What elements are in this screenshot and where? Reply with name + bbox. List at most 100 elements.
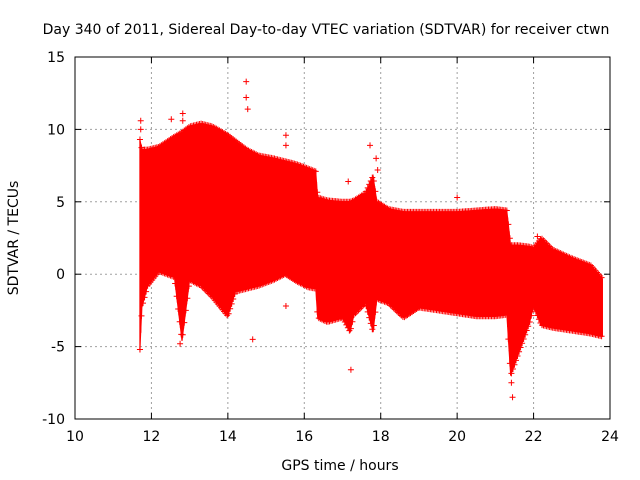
data-point (531, 304, 538, 311)
data-point (181, 319, 188, 326)
data-point (520, 335, 527, 342)
axes-box (74, 56, 611, 420)
outlier-point (374, 166, 381, 173)
data-point (512, 357, 519, 364)
outlier-point (179, 110, 186, 117)
data-point (516, 348, 523, 355)
data-point (312, 285, 319, 292)
y-tick-label: 5 (56, 195, 65, 211)
data-point (363, 188, 370, 195)
data-point (141, 294, 148, 301)
data-point (228, 300, 235, 307)
data-point (522, 331, 529, 338)
data-point (227, 305, 234, 312)
data-point (173, 293, 180, 300)
data-point (364, 308, 371, 315)
data-point (505, 336, 512, 343)
data-point (363, 303, 370, 310)
data-point (370, 177, 377, 184)
plot-frame (74, 56, 611, 420)
outlier-point (345, 178, 352, 185)
x-tick-label: 12 (143, 429, 161, 445)
data-point (506, 235, 513, 242)
data-point (175, 305, 182, 312)
outlier-point (243, 78, 250, 85)
data-point (314, 308, 321, 315)
plot-area (136, 78, 605, 401)
data-point (525, 323, 532, 330)
outlier-point (136, 346, 143, 353)
data-point (184, 295, 191, 302)
data-point (138, 312, 145, 319)
data-point (366, 314, 373, 321)
y-tick-label: 10 (47, 122, 65, 138)
data-point (185, 283, 192, 290)
data-point (372, 188, 379, 195)
data-point (519, 340, 526, 347)
data-point (505, 221, 512, 228)
x-tick-label: 18 (372, 429, 390, 445)
data-point (506, 360, 513, 367)
outlier-point (282, 303, 289, 310)
outlier-point (509, 394, 516, 401)
x-tick-label: 16 (295, 429, 313, 445)
y-axis-label: SDTVAR / TECUs (6, 181, 22, 296)
outlier-point (508, 379, 515, 386)
x-tick-label: 14 (219, 429, 237, 445)
data-point (598, 274, 605, 281)
axis-ticks: 10 12 14 16 18 20 22 24 -10 -5 0 5 10 15 (42, 50, 619, 445)
data-point (182, 307, 189, 314)
x-tick-label: 10 (66, 429, 84, 445)
outlier-points (136, 78, 541, 401)
data-point (528, 312, 535, 319)
data-point (508, 370, 515, 377)
outlier-point (534, 233, 541, 240)
envelope-markers (136, 120, 605, 377)
data-point (535, 316, 542, 323)
data-point (509, 366, 516, 373)
data-point (347, 325, 354, 332)
data-point (366, 181, 373, 188)
data-point (170, 273, 177, 280)
outlier-point (373, 155, 380, 162)
data-point (369, 174, 376, 181)
outlier-point (367, 142, 374, 149)
data-point (517, 344, 524, 351)
data-point (314, 189, 321, 196)
data-point (349, 318, 356, 325)
data-point (514, 353, 521, 360)
outlier-point (249, 336, 256, 343)
data-point (143, 288, 150, 295)
data-point (503, 311, 510, 318)
data-point (140, 300, 147, 307)
data-point (372, 309, 379, 316)
data-point (526, 318, 533, 325)
data-point (532, 308, 539, 315)
data-point (179, 331, 186, 338)
data-point (523, 327, 530, 334)
data-point (312, 168, 319, 175)
y-tick-label: 0 (56, 267, 65, 283)
outlier-point (347, 366, 354, 373)
data-point (172, 280, 179, 287)
outlier-point (282, 132, 289, 139)
x-tick-label: 20 (448, 429, 466, 445)
data-point (369, 326, 376, 333)
y-tick-label: 15 (47, 50, 65, 66)
data-point (598, 333, 605, 340)
y-tick-label: -5 (51, 340, 65, 356)
x-axis-label: GPS time / hours (281, 458, 398, 474)
data-point (230, 295, 237, 302)
data-point (364, 184, 371, 191)
data-point (534, 312, 541, 319)
data-point (503, 207, 510, 214)
data-point (136, 136, 143, 143)
data-point (511, 361, 518, 368)
x-tick-label: 22 (525, 429, 543, 445)
outlier-point (282, 142, 289, 149)
chart-title: Day 340 of 2011, Sidereal Day-to-day VTE… (43, 22, 610, 38)
outlier-point (137, 126, 144, 133)
outlier-point (179, 117, 186, 124)
data-point (367, 320, 374, 327)
